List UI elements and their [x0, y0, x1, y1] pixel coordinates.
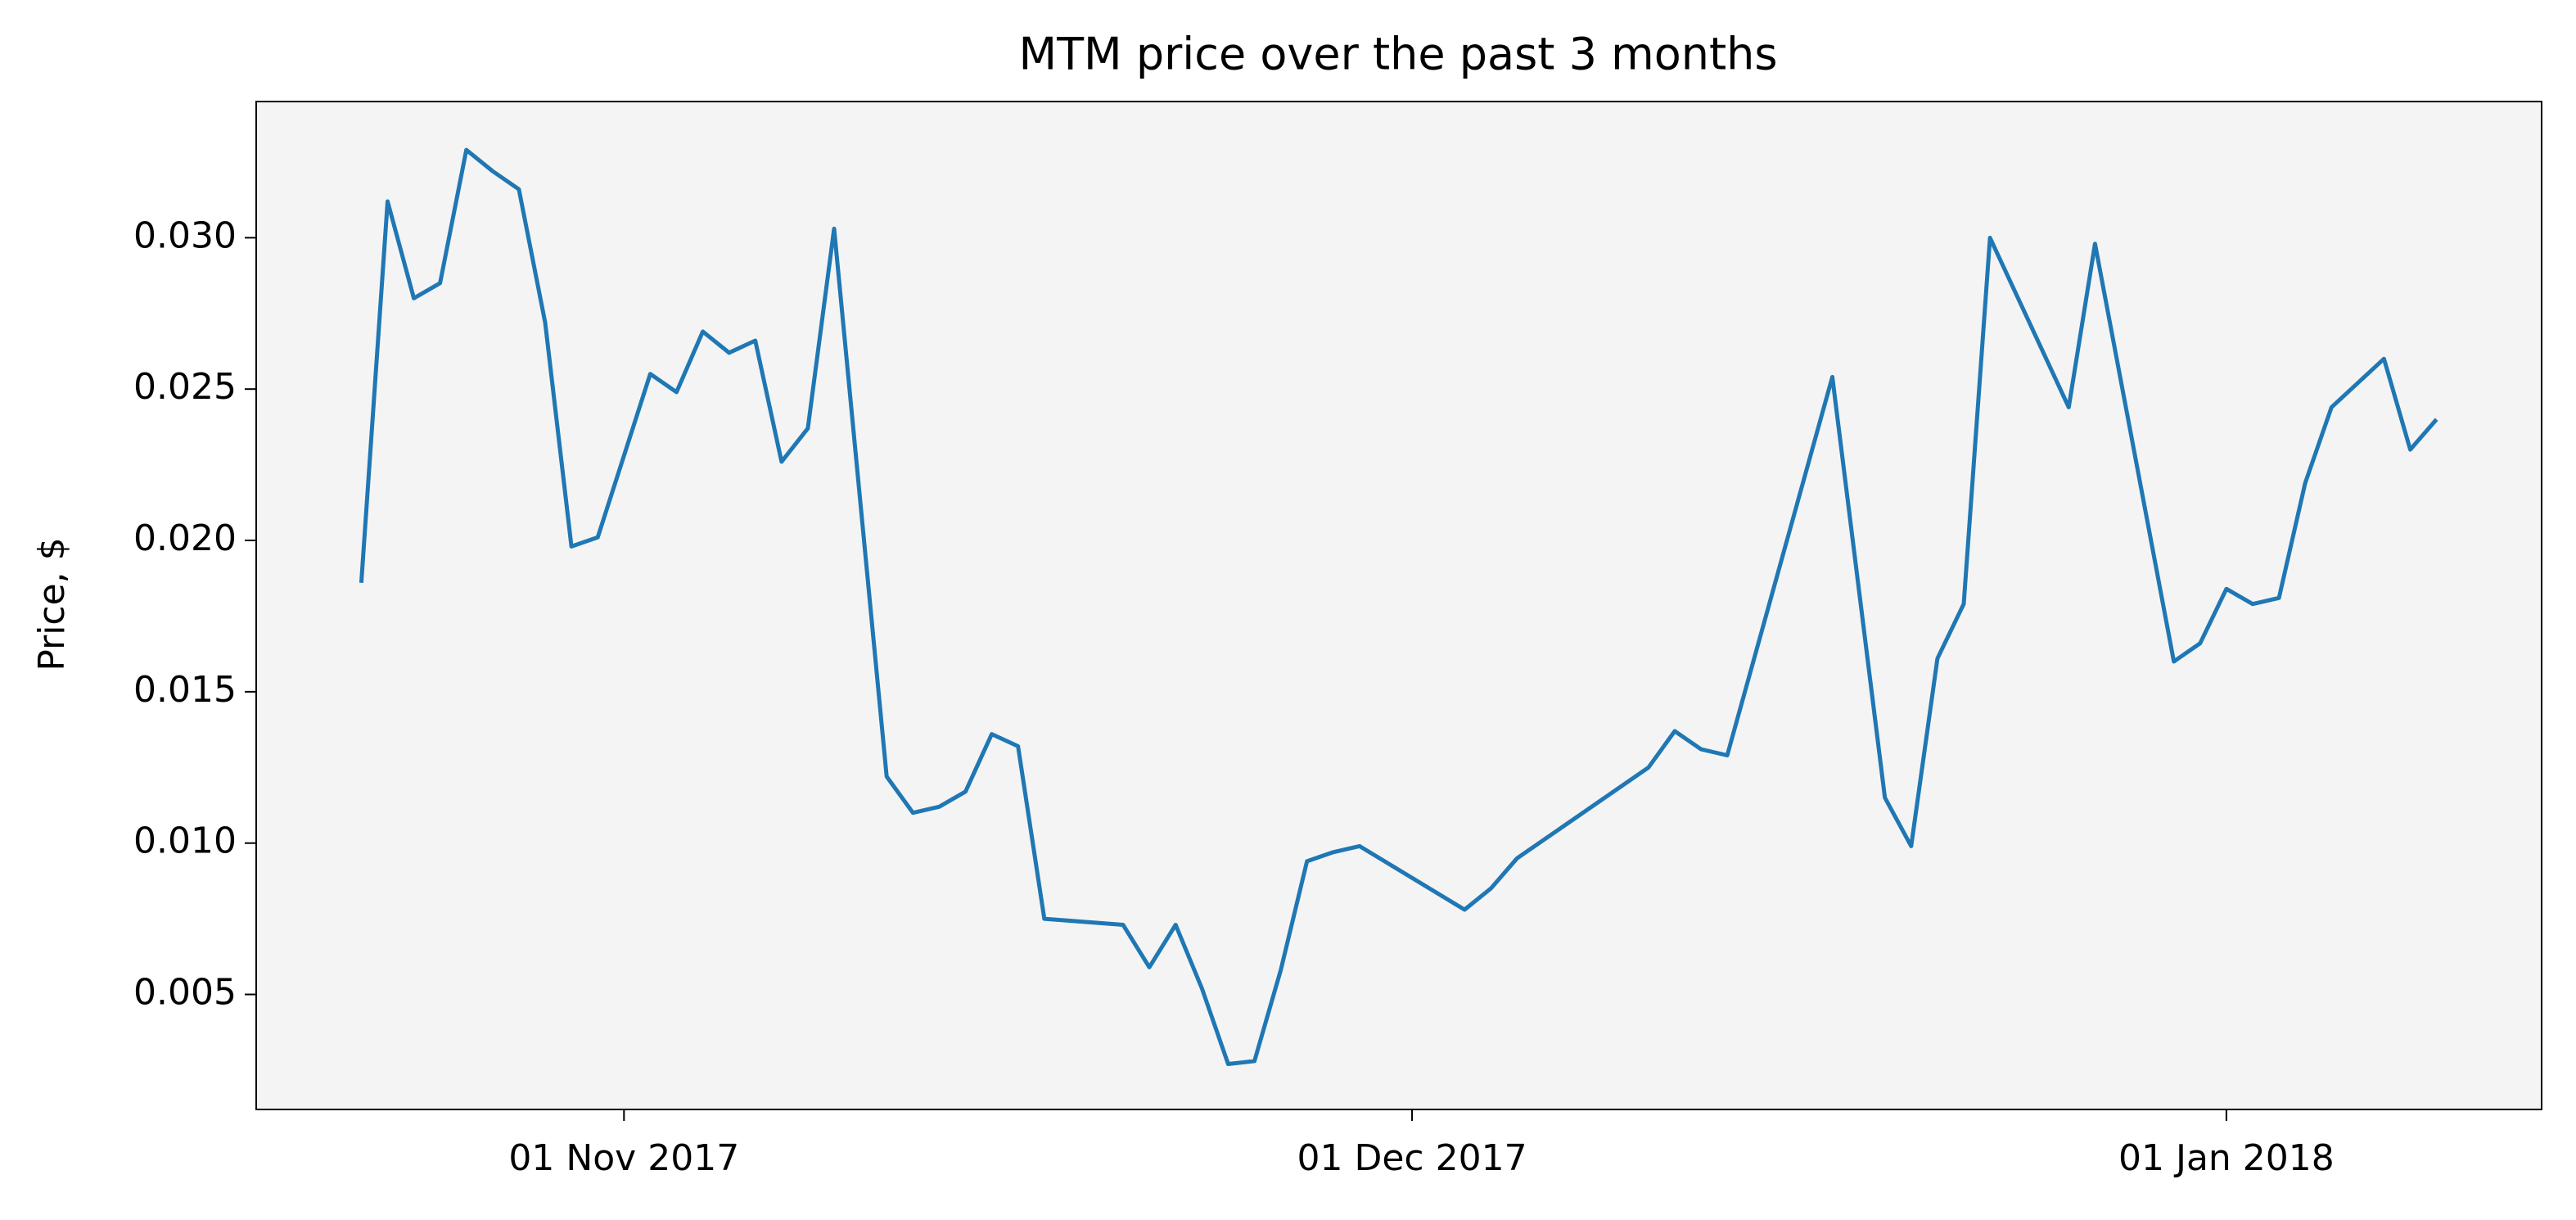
y-tick-label: 0.020 — [133, 517, 237, 559]
y-tick-label: 0.015 — [133, 669, 237, 711]
chart-title: MTM price over the past 3 months — [1018, 29, 1777, 80]
x-tick-label: 01 Nov 2017 — [508, 1137, 739, 1179]
y-tick-label: 0.025 — [133, 366, 237, 408]
x-tick-label: 01 Dec 2017 — [1297, 1137, 1527, 1179]
price-line — [359, 147, 2438, 1066]
y-axis-label: Price, $ — [31, 537, 73, 671]
y-tick-label: 0.010 — [133, 820, 237, 862]
plot-background — [256, 102, 2542, 1109]
y-tick-label: 0.030 — [133, 215, 237, 256]
plot-frame — [255, 101, 2542, 1110]
x-tick-label: 01 Jan 2018 — [2118, 1137, 2335, 1179]
y-tick-label: 0.005 — [133, 972, 237, 1014]
